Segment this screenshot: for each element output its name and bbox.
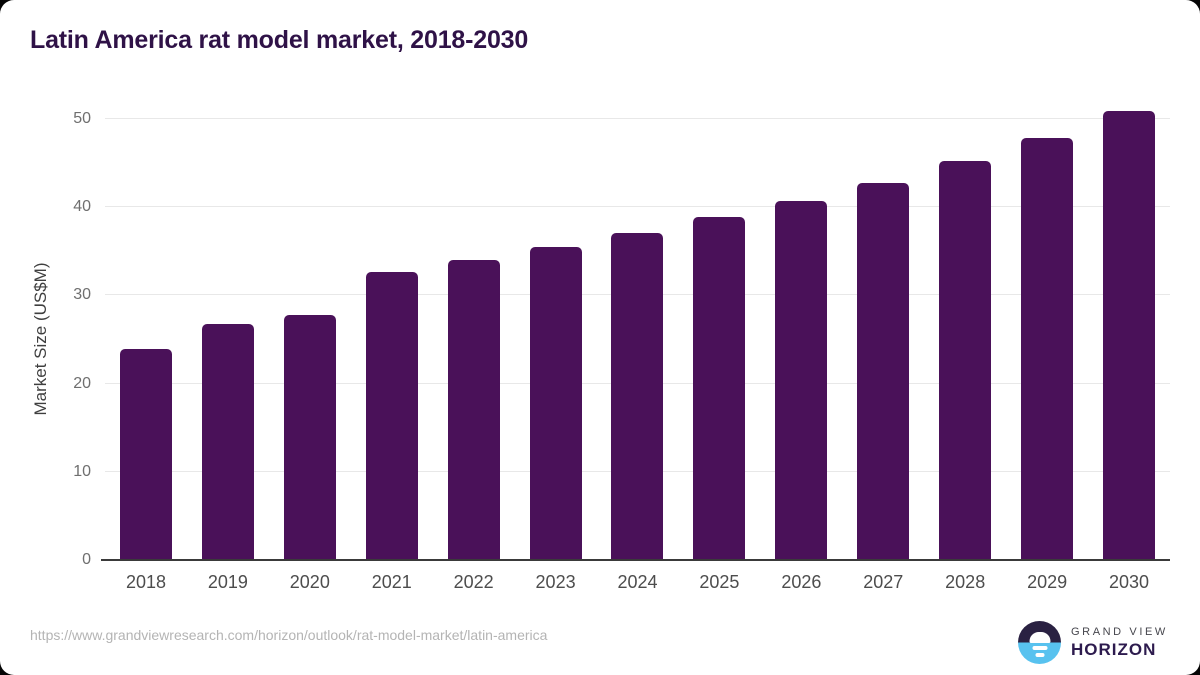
brand-logo: GRAND VIEW HORIZON xyxy=(1018,621,1168,664)
sun-over-horizon-icon xyxy=(1018,621,1061,664)
bar-2027[interactable] xyxy=(857,182,910,560)
x-tick-2027: 2027 xyxy=(863,572,904,592)
x-tick-2019: 2019 xyxy=(207,572,248,592)
x-tick-2026: 2026 xyxy=(781,572,822,592)
bar-cell-2023 xyxy=(515,119,597,560)
x-tick-2025: 2025 xyxy=(699,572,740,592)
bar-cell-2030 xyxy=(1088,111,1170,560)
x-tick-2020: 2020 xyxy=(289,572,330,592)
bar-2022[interactable] xyxy=(447,260,500,560)
x-tick-2028: 2028 xyxy=(945,572,986,592)
y-tick-20: 20 xyxy=(73,374,91,392)
x-tick-2023: 2023 xyxy=(535,572,576,592)
x-axis-line xyxy=(101,559,1170,561)
x-tick-2024: 2024 xyxy=(617,572,658,592)
sun-icon xyxy=(1029,631,1050,643)
bar-cell-2029 xyxy=(1006,119,1088,560)
bar-cell-2021 xyxy=(351,119,433,560)
logo-grand-view-label: GRAND VIEW xyxy=(1071,625,1168,638)
bar-cell-2027 xyxy=(842,119,924,560)
bar-2023[interactable] xyxy=(529,246,582,560)
bar-2030[interactable] xyxy=(1103,111,1156,560)
bar-cell-2026 xyxy=(760,119,842,560)
x-axis-labels: 2018 2019 2020 2021 2022 2023 2024 2025 2026 2027… xyxy=(105,572,1170,593)
logo-text: GRAND VIEW HORIZON xyxy=(1071,626,1168,660)
x-tick-2029: 2029 xyxy=(1027,572,1068,592)
bar-2029[interactable] xyxy=(1021,138,1074,560)
source-url: https://www.grandviewresearch.com/horizo… xyxy=(30,627,548,643)
bar-cell-2025 xyxy=(678,119,760,560)
sun-reflection-line xyxy=(1035,652,1044,657)
y-tick-0: 0 xyxy=(82,551,91,568)
bar-2021[interactable] xyxy=(365,272,418,560)
y-tick-40: 40 xyxy=(73,198,91,216)
x-tick-2030: 2030 xyxy=(1109,572,1150,592)
gridline-50 xyxy=(105,118,1170,119)
bar-cell-2020 xyxy=(269,119,351,560)
gridline-40 xyxy=(105,206,1170,208)
y-tick-30: 30 xyxy=(73,286,91,304)
bar-2018[interactable] xyxy=(119,349,172,560)
bar-2028[interactable] xyxy=(939,161,992,560)
bar-cell-2019 xyxy=(187,119,269,560)
chart-title: Latin America rat model market, 2018-203… xyxy=(30,26,529,54)
sun-reflection-line xyxy=(1032,645,1047,650)
plot-area: 2018 2019 2020 2021 2022 2023 2024 2025 2026 2027… xyxy=(73,110,1170,592)
bar-cell-2028 xyxy=(924,119,1006,560)
x-tick-2021: 2021 xyxy=(371,572,412,592)
x-tick-2018: 2018 xyxy=(125,572,166,592)
x-tick-2022: 2022 xyxy=(453,572,494,592)
bar-2020[interactable] xyxy=(283,314,336,560)
bar-cell-2024 xyxy=(597,119,679,560)
bar-cell-2022 xyxy=(433,119,515,560)
bar-2024[interactable] xyxy=(611,232,664,560)
y-tick-50: 50 xyxy=(73,110,91,127)
bar-2019[interactable] xyxy=(201,323,254,560)
bar-2025[interactable] xyxy=(693,216,746,560)
logo-horizon-label: HORIZON xyxy=(1071,639,1157,659)
bar-2026[interactable] xyxy=(775,201,828,560)
y-tick-10: 10 xyxy=(73,462,91,480)
bars-row xyxy=(105,111,1170,560)
bar-cell-2018 xyxy=(105,119,187,560)
